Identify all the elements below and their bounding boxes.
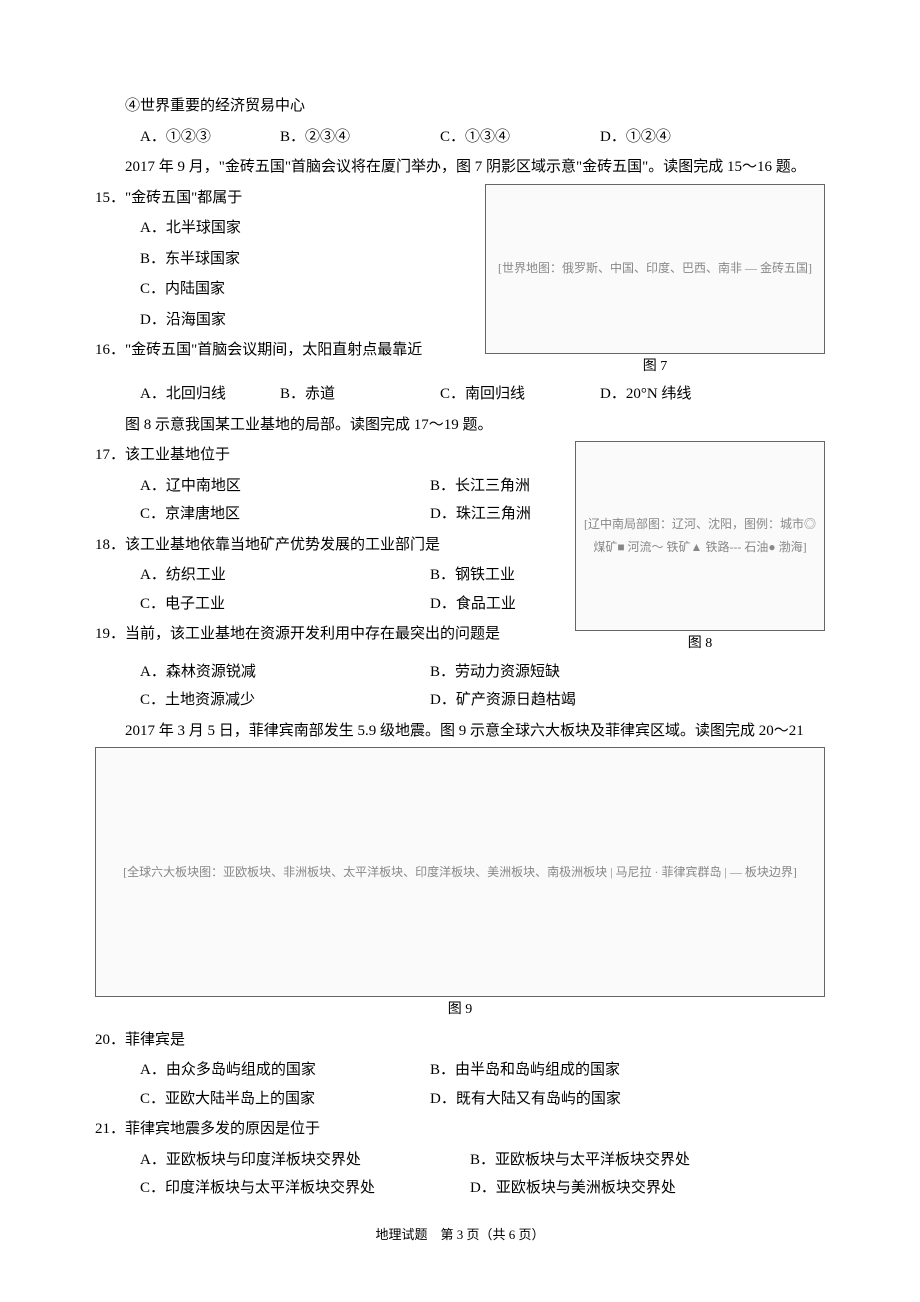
q16-opt-a: A．北回归线: [140, 380, 280, 409]
q17-options-row1: A．辽中南地区 B．长江三角洲: [95, 472, 565, 501]
q19-options-row1: A．森林资源锐减 B．劳动力资源短缺: [95, 658, 825, 687]
q19-opt-a: A．森林资源锐减: [140, 658, 430, 687]
figure-8-placeholder: [辽中南局部图：辽河、沈阳，图例：城市◎ 煤矿■ 河流～ 铁矿▲ 铁路--- 石…: [576, 507, 824, 565]
q14-opt-c: C．①③④: [440, 123, 600, 152]
q17-opt-d: D．珠江三角洲: [430, 500, 565, 529]
figure-9: [全球六大板块图：亚欧板块、非洲板块、太平洋板块、印度洋板块、美洲板块、南极洲板…: [95, 747, 825, 997]
figure-7-placeholder: [世界地图：俄罗斯、中国、印度、巴西、南非 — 金砖五国]: [498, 257, 812, 280]
figure-8: [辽中南局部图：辽河、沈阳，图例：城市◎ 煤矿■ 河流～ 铁矿▲ 铁路--- 石…: [575, 441, 825, 631]
q14-opt-b: B．②③④: [280, 123, 440, 152]
q19-opt-d: D．矿产资源日趋枯竭: [430, 686, 825, 715]
q18-opt-d: D．食品工业: [430, 590, 565, 619]
q20-stem: 20．菲律宾是: [95, 1026, 825, 1055]
figure-9-caption: 图 9: [95, 997, 825, 1024]
q20-opt-d: D．既有大陆又有岛屿的国家: [430, 1085, 825, 1114]
q21-opt-a: A．亚欧板块与印度洋板块交界处: [140, 1146, 470, 1175]
q16-opt-b: B．赤道: [280, 380, 440, 409]
q20-opt-c: C．亚欧大陆半岛上的国家: [140, 1085, 430, 1114]
q18-opt-b: B．钢铁工业: [430, 561, 565, 590]
figure-8-caption: 图 8: [575, 631, 825, 658]
context-q20-21: 2017 年 3 月 5 日，菲律宾南部发生 5.9 级地震。图 9 示意全球六…: [95, 717, 825, 746]
q19-options-row2: C．土地资源减少 D．矿产资源日趋枯竭: [95, 686, 825, 715]
q19-opt-b: B．劳动力资源短缺: [430, 658, 825, 687]
context-q15-16: 2017 年 9 月，"金砖五国"首脑会议将在厦门举办，图 7 阴影区域示意"金…: [95, 153, 825, 182]
context-q17-19: 图 8 示意我国某工业基地的局部。读图完成 17～19 题。: [95, 411, 825, 440]
q14-opt-d: D．①②④: [600, 123, 671, 152]
q20-options-row1: A．由众多岛屿组成的国家 B．由半岛和岛屿组成的国家: [95, 1056, 825, 1085]
q21-stem: 21．菲律宾地震多发的原因是位于: [95, 1115, 825, 1144]
q21-opt-d: D．亚欧板块与美洲板块交界处: [470, 1174, 825, 1203]
q20-opt-b: B．由半岛和岛屿组成的国家: [430, 1056, 825, 1085]
q21-options-row1: A．亚欧板块与印度洋板块交界处 B．亚欧板块与太平洋板块交界处: [95, 1146, 825, 1175]
figure-7: [世界地图：俄罗斯、中国、印度、巴西、南非 — 金砖五国]: [485, 184, 825, 354]
figure-7-caption: 图 7: [485, 354, 825, 381]
q17-opt-c: C．京津唐地区: [140, 500, 430, 529]
q14-opt-a: A．①②③: [140, 123, 280, 152]
q17-options-row2: C．京津唐地区 D．珠江三角洲: [95, 500, 565, 529]
q18-opt-a: A．纺织工业: [140, 561, 430, 590]
q17-opt-b: B．长江三角洲: [430, 472, 565, 501]
q18-options-row1: A．纺织工业 B．钢铁工业: [95, 561, 565, 590]
q16-opt-c: C．南回归线: [440, 380, 600, 409]
q16-options: A．北回归线 B．赤道 C．南回归线 D．20°N 纬线: [95, 380, 825, 409]
q21-options-row2: C．印度洋板块与太平洋板块交界处 D．亚欧板块与美洲板块交界处: [95, 1174, 825, 1203]
q19-opt-c: C．土地资源减少: [140, 686, 430, 715]
q14-options: A．①②③ B．②③④ C．①③④ D．①②④: [95, 123, 825, 152]
q18-options-row2: C．电子工业 D．食品工业: [95, 590, 565, 619]
q17-opt-a: A．辽中南地区: [140, 472, 430, 501]
q16-opt-d: D．20°N 纬线: [600, 380, 691, 409]
page-footer: 地理试题 第 3 页（共 6 页）: [95, 1223, 825, 1248]
q20-options-row2: C．亚欧大陆半岛上的国家 D．既有大陆又有岛屿的国家: [95, 1085, 825, 1114]
item-4-text: ④世界重要的经济贸易中心: [95, 92, 825, 121]
q18-opt-c: C．电子工业: [140, 590, 430, 619]
q21-opt-b: B．亚欧板块与太平洋板块交界处: [470, 1146, 825, 1175]
q21-opt-c: C．印度洋板块与太平洋板块交界处: [140, 1174, 470, 1203]
q20-opt-a: A．由众多岛屿组成的国家: [140, 1056, 430, 1085]
figure-9-placeholder: [全球六大板块图：亚欧板块、非洲板块、太平洋板块、印度洋板块、美洲板块、南极洲板…: [117, 855, 803, 890]
